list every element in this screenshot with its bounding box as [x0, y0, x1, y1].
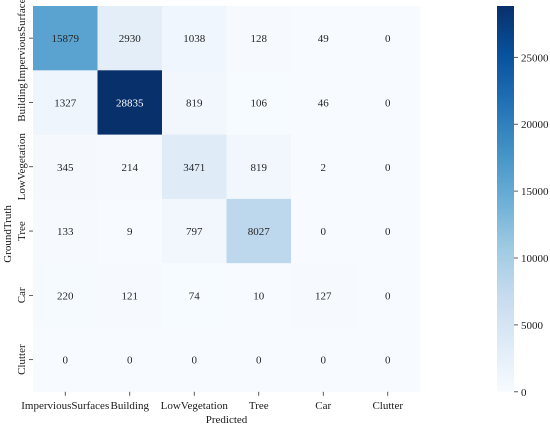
colorbar-tick-label: 20000 — [521, 119, 549, 131]
x-tick-label: Car — [315, 400, 331, 412]
x-tick-label: Clutter — [372, 400, 403, 412]
colorbar-tick-label: 0 — [521, 387, 527, 399]
heatmap-cell — [162, 134, 227, 200]
cell-value-label: 15879 — [52, 33, 80, 45]
heatmap-cell — [33, 327, 98, 393]
y-tick-label: Car — [16, 287, 28, 303]
cell-value-label: 133 — [57, 226, 74, 238]
y-tick-label: Clutter — [16, 344, 28, 375]
colorbar — [497, 6, 514, 392]
heatmap-cell — [291, 198, 356, 264]
heatmap-cell — [226, 134, 292, 200]
cell-value-label: 819 — [251, 162, 268, 174]
cell-value-label: 3471 — [183, 162, 205, 174]
heatmap-cell — [162, 198, 227, 264]
x-tick-label: Tree — [249, 400, 269, 412]
cell-value-label: 74 — [189, 290, 201, 302]
colorbar-tick-label: 10000 — [521, 253, 549, 265]
y-tick-label: LowVegetation — [16, 133, 28, 201]
heatmap-cell — [162, 263, 227, 328]
y-tick-label: ImperviousSurfaces — [16, 0, 28, 82]
heatmap-cell — [97, 327, 163, 393]
cell-value-label: 0 — [385, 33, 391, 45]
cell-value-label: 0 — [385, 97, 391, 109]
cell-value-label: 121 — [122, 290, 139, 302]
cell-value-labels: 15879 2930 1038 128 49 0 1327 28835 819 106 46 0 345… — [52, 33, 392, 367]
colorbar-tick-label: 15000 — [521, 186, 549, 198]
cell-value-label: 46 — [318, 97, 330, 109]
heatmap-cell — [97, 198, 163, 264]
heatmap-cell — [33, 70, 98, 135]
cell-value-label: 49 — [318, 33, 330, 45]
heatmap-cell — [162, 327, 227, 393]
cell-value-label: 0 — [321, 226, 327, 238]
x-tick-label: Building — [110, 400, 149, 412]
x-tick-labels: ImperviousSurfaces Building LowVegetation T… — [21, 391, 403, 412]
heatmap-cell — [33, 134, 98, 200]
cell-value-label: 345 — [57, 162, 74, 174]
heatmap-cell — [97, 70, 163, 135]
cell-value-label: 128 — [251, 33, 268, 45]
heatmap-cell — [355, 263, 421, 328]
cell-value-label: 0 — [321, 355, 327, 367]
heatmap-cell — [291, 327, 356, 393]
cell-value-label: 106 — [251, 97, 268, 109]
heatmap-cell — [162, 6, 227, 71]
cell-value-label: 0 — [63, 355, 69, 367]
heatmap-cell — [33, 263, 98, 328]
heatmap-cell — [226, 198, 292, 264]
cell-value-label: 0 — [385, 290, 391, 302]
cell-value-label: 127 — [315, 290, 332, 302]
x-tick-label: LowVegetation — [161, 400, 229, 412]
heatmap-cell — [162, 70, 227, 135]
y-axis-label: GroundTruth — [2, 205, 14, 263]
heatmap-cell — [291, 263, 356, 328]
cell-value-label: 797 — [186, 226, 203, 238]
cell-value-label: 0 — [127, 355, 133, 367]
heatmap-cell — [97, 134, 163, 200]
cell-value-label: 220 — [57, 290, 74, 302]
cell-value-label: 28835 — [116, 97, 144, 109]
cell-value-label: 2930 — [119, 33, 142, 45]
cell-value-label: 0 — [385, 226, 391, 238]
cell-value-label: 9 — [127, 226, 133, 238]
heatmap-cells — [33, 6, 421, 393]
heatmap-cell — [355, 134, 421, 200]
heatmap-cell — [33, 198, 98, 264]
heatmap-cell — [97, 6, 163, 71]
cell-value-label: 8027 — [248, 226, 271, 238]
cell-value-label: 0 — [192, 355, 198, 367]
cell-value-label: 0 — [385, 355, 391, 367]
heatmap-cell — [291, 70, 356, 135]
colorbar-ticks: 0 5000 10000 15000 20000 25000 — [514, 52, 549, 399]
heatmap-cell — [33, 6, 98, 71]
x-axis-label: Predicted — [206, 414, 248, 424]
cell-value-label: 0 — [385, 162, 391, 174]
cell-value-label: 0 — [256, 355, 262, 367]
heatmap-cell — [291, 6, 356, 71]
heatmap-cell — [355, 327, 421, 393]
heatmap-cell — [355, 70, 421, 135]
colorbar-tick-label: 5000 — [521, 320, 544, 332]
y-tick-label: Tree — [16, 221, 28, 241]
x-tick-label: ImperviousSurfaces — [21, 400, 109, 412]
y-tick-label: Building — [16, 83, 28, 122]
heatmap-cell — [355, 6, 421, 71]
heatmap-cell — [291, 134, 356, 200]
heatmap-cell — [97, 263, 163, 328]
heatmap-cell — [226, 263, 292, 328]
heatmap-cell — [226, 70, 292, 135]
cell-value-label: 2 — [321, 162, 327, 174]
cell-value-label: 1038 — [183, 33, 206, 45]
cell-value-label: 10 — [253, 290, 265, 302]
colorbar-tick-label: 25000 — [521, 52, 549, 64]
heatmap-cell — [355, 198, 421, 264]
cell-value-label: 214 — [122, 162, 139, 174]
heatmap-cell — [226, 327, 292, 393]
cell-value-label: 1327 — [54, 97, 77, 109]
cell-value-label: 819 — [186, 97, 203, 109]
heatmap-cell — [226, 6, 292, 71]
